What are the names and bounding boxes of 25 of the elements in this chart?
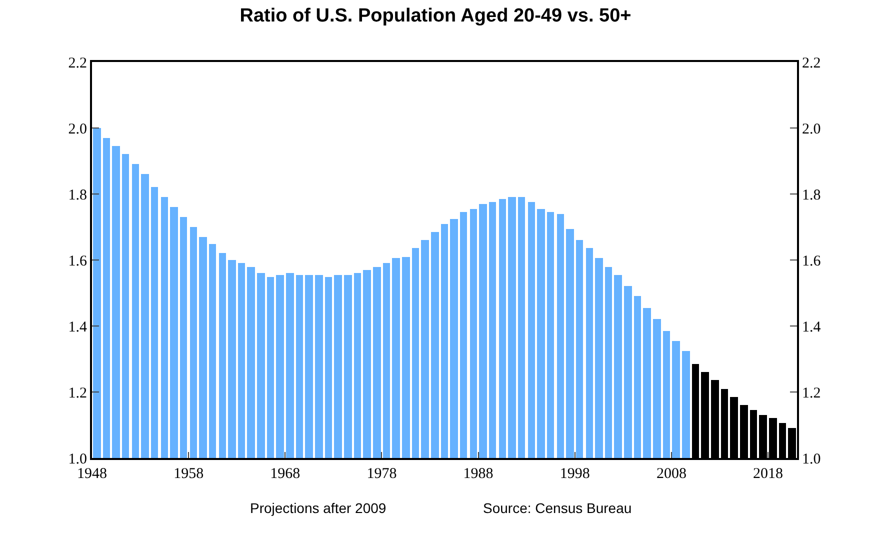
x-tick-label: 2018 (753, 466, 784, 482)
y2-tick-label: 1.4 (802, 319, 822, 336)
x-tick-label: 1998 (560, 466, 590, 482)
y-tick-label: 1.8 (68, 187, 87, 204)
y2-tick-label: 2.0 (802, 121, 821, 138)
y2-tick-label: 1.2 (802, 385, 821, 402)
chart-title: Ratio of U.S. Population Aged 20-49 vs. 50+ (240, 5, 632, 26)
y-tick-label: 2.0 (68, 121, 87, 138)
y2-tick-label: 1.6 (802, 253, 822, 270)
y2-tick-label: 1.8 (802, 187, 821, 204)
y-tick-label: 1.4 (68, 319, 88, 336)
y-tick-label: 1.0 (68, 451, 87, 468)
text: Projections after 2009 (250, 500, 386, 516)
y-tick-label: 2.2 (68, 55, 87, 72)
x-tick-label: 1958 (174, 466, 204, 482)
x-tick-label: 2008 (656, 466, 686, 482)
y2-tick-label: 1.0 (802, 451, 821, 468)
y-tick-label: 1.2 (68, 385, 87, 402)
x-tick-label: 1948 (77, 466, 107, 482)
source-note: Source: Census Bureau (483, 500, 632, 516)
y2-tick-label: 2.2 (802, 55, 821, 72)
x-tick-label: 1978 (366, 466, 397, 482)
x-tick-label: 1988 (463, 466, 494, 482)
x-tick-label: 1968 (270, 466, 300, 482)
y-tick-label: 1.6 (68, 253, 88, 270)
